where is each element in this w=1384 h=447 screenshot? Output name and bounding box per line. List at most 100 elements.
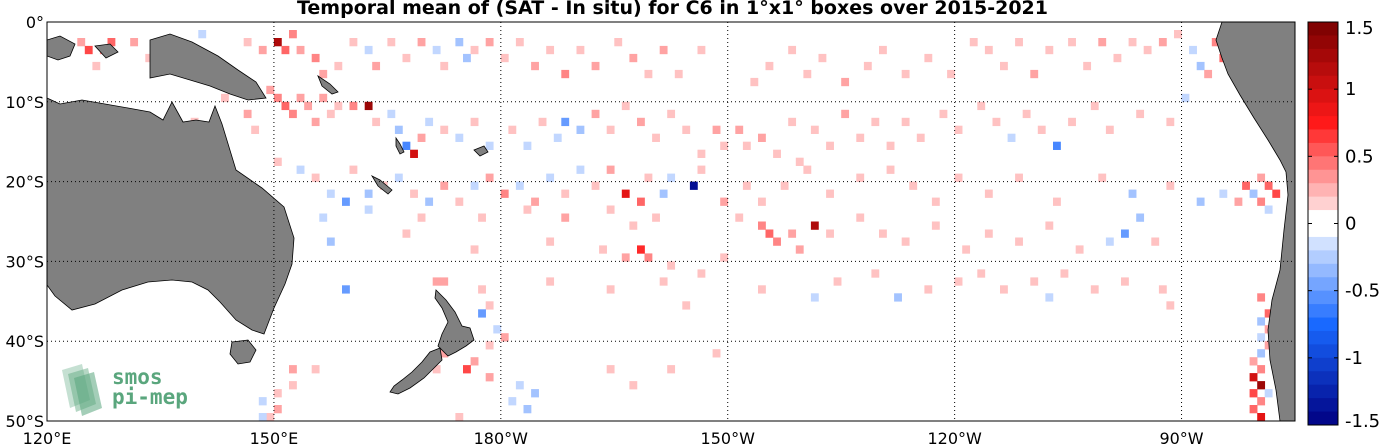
colorbar-segment [1308,330,1338,345]
data-cell [364,189,373,198]
data-cell [311,53,320,63]
data-cell [765,229,774,238]
data-cell [319,93,328,103]
data-cell [1083,61,1092,71]
data-cell [311,365,320,374]
data-cell [561,117,570,127]
data-cell [296,45,305,55]
data-cell [319,69,328,79]
data-cell [342,197,350,206]
colorbar-segment [1308,196,1338,211]
colorbar-segment [1308,357,1338,372]
data-cell [712,125,721,134]
data-cell [553,133,562,142]
data-cell [326,189,335,198]
data-cell [1174,30,1182,39]
data-cell [788,117,797,127]
data-cell [652,133,660,142]
data-cell [720,253,729,262]
data-cell [1257,173,1266,182]
data-cell [425,197,434,206]
data-cell [576,125,585,134]
data-cell [273,157,282,166]
data-cell [523,141,532,150]
data-cell [546,277,555,286]
data-cell [410,189,418,198]
data-cell [810,293,819,302]
data-cell [599,245,607,254]
data-cell [463,429,471,437]
data-cell [432,277,441,286]
data-cell [1234,197,1243,206]
map-title: Temporal mean of (SAT - In situ) for C6 … [296,0,1048,19]
data-cell [258,397,267,406]
data-cell [1090,101,1099,111]
y-tick-label: 0° [26,13,44,32]
data-cell [1143,45,1152,55]
data-cell [364,45,373,55]
data-cell [417,133,426,142]
data-cell [712,349,721,358]
data-cell [667,173,676,182]
data-cell [984,45,993,55]
data-cell [500,333,509,342]
data-cell [523,405,532,414]
data-cell [130,38,139,47]
data-cell [349,165,358,174]
data-cell [644,253,653,262]
data-cell [591,181,600,190]
data-cell [803,165,812,174]
data-cell [500,53,509,63]
y-tick-label: 40°S [5,332,44,351]
data-cell [440,181,449,190]
land-south-america [1215,22,1295,421]
colorbar-segment [1308,344,1338,359]
data-cell [689,181,698,190]
data-cell [901,237,910,246]
data-cell [1257,413,1266,421]
land-new-caledonia [370,175,393,195]
data-cell [334,61,343,71]
data-cell [432,365,441,374]
colorbar-segment [1308,142,1338,157]
data-cell [304,101,313,111]
data-cell [1098,38,1107,47]
colorbar-tick-label: 1 [1345,79,1356,100]
y-axis-ticks: 0° 10°S 20°S 30°S 40°S 50°S [5,13,44,431]
data-cell [621,253,630,262]
data-cell [470,117,479,127]
data-cell [273,38,282,47]
data-cell [1015,38,1023,47]
data-cell [508,125,517,134]
colorbar-segment [1308,35,1338,50]
data-cell [1257,365,1266,374]
data-cell [470,357,479,366]
data-cell [1166,117,1175,127]
data-cell [515,181,524,190]
data-cell [349,38,358,47]
colorbar-segment [1308,129,1338,144]
data-cell [1166,301,1175,310]
data-cell [939,109,948,119]
data-cell [826,189,834,198]
data-cell [1015,173,1023,182]
colorbar-segment [1308,156,1338,171]
y-tick-label: 30°S [5,252,44,271]
data-cell [894,293,902,302]
data-cell [1045,45,1054,55]
data-cell [1060,269,1069,278]
colorbar-segment [1308,290,1338,305]
colorbar-segment [1308,169,1338,184]
data-cell [485,141,494,150]
land-png [149,33,267,101]
data-cell [758,221,766,230]
data-cell [1030,69,1039,79]
data-cell [273,405,282,414]
data-cell [531,197,539,206]
data-cell [1158,38,1167,47]
data-cell [629,53,638,63]
data-cell [485,301,494,310]
data-cell [1264,309,1273,318]
land-nz-south [389,347,443,395]
data-cell [901,69,910,79]
